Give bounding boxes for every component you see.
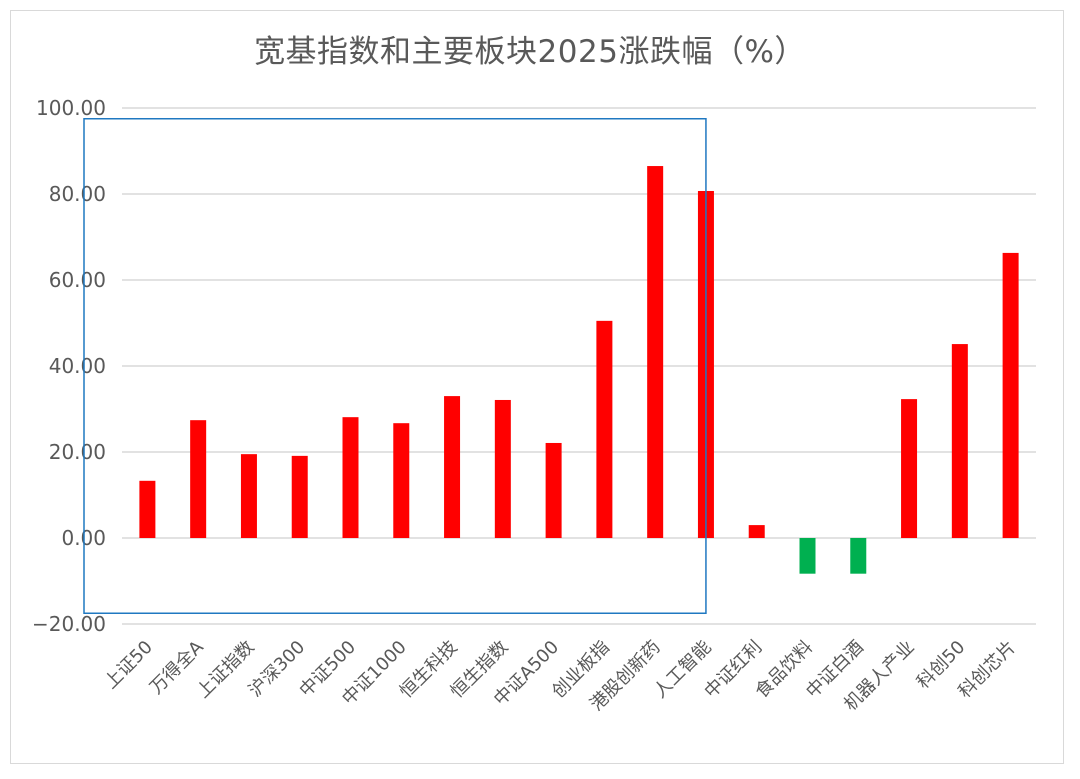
bar-恒生科技 [444, 396, 461, 538]
y-tick-label: 20.00 [49, 440, 106, 464]
bar-港股创新药 [647, 166, 664, 539]
bar-中证白酒 [850, 538, 867, 574]
bar-食品饮料 [799, 538, 816, 574]
bar-中证红利 [748, 525, 765, 538]
y-tick-label: 100.00 [36, 96, 106, 120]
y-tick-label: 60.00 [49, 268, 106, 292]
y-tick-label: 40.00 [49, 354, 106, 378]
bar-上证50 [139, 480, 156, 538]
chart-frame [10, 10, 1064, 764]
x-axis-labels: 上证50万得全A上证指数沪深300中证500中证1000恒生科技恒生指数中证A5… [100, 636, 1020, 715]
bar-上证指数 [240, 454, 257, 538]
bar-恒生指数 [494, 399, 511, 538]
y-tick-label: 80.00 [49, 182, 106, 206]
y-tick-label: −20.00 [32, 612, 106, 636]
bar-机器人产业 [901, 399, 918, 538]
bar-中证A500 [545, 442, 562, 538]
bars [139, 166, 1019, 574]
bar-万得全A [190, 420, 207, 538]
bar-科创芯片 [1002, 252, 1019, 538]
chart-title: 宽基指数和主要板块2025涨跌幅（%） [254, 34, 806, 70]
highlight-rectangle [83, 118, 707, 614]
bar-科创50 [951, 344, 968, 538]
bar-创业板指 [596, 320, 613, 538]
bar-中证500 [342, 417, 359, 538]
bar-中证1000 [393, 423, 410, 538]
bar-沪深300 [291, 455, 308, 538]
highlight-box [83, 118, 707, 614]
gridlines [122, 107, 1036, 625]
